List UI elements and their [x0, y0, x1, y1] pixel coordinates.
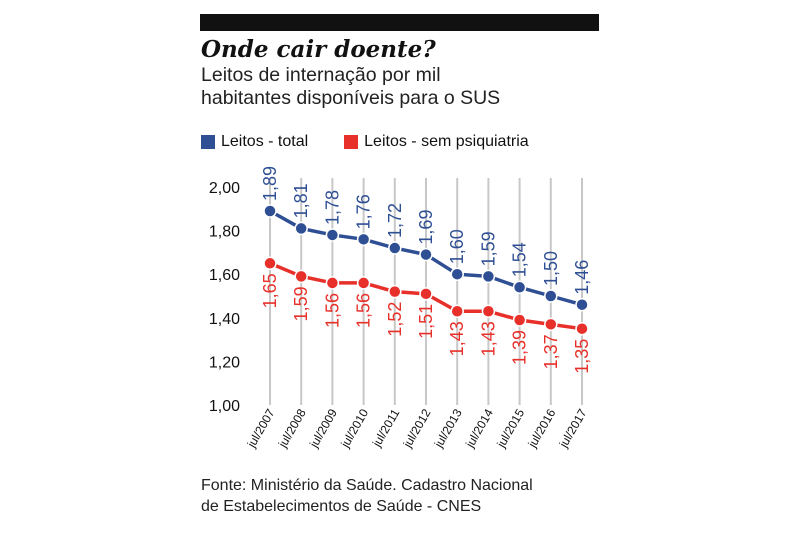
- legend-swatch-sem-psiquiatria: [344, 135, 359, 149]
- data-label: 1,52: [385, 302, 405, 337]
- data-label: 1,51: [416, 304, 436, 339]
- data-label: 1,89: [260, 166, 280, 201]
- legend-label-sem-psiquiatria: Leitos - sem psiquiatria: [364, 133, 529, 150]
- subtitle-line-1: Leitos de internação por mil: [201, 64, 441, 86]
- subtitle-line-2: habitantes disponíveis para o SUS: [201, 87, 501, 109]
- data-point: [419, 287, 433, 301]
- y-tick-label: 1,00: [209, 398, 240, 415]
- x-tick-label: jul/2016: [525, 406, 559, 451]
- data-label: 1,60: [447, 229, 467, 264]
- data-point: [450, 304, 464, 319]
- data-label: 1,59: [478, 231, 498, 266]
- y-tick-label: 1,60: [209, 267, 240, 284]
- x-tick-label: jul/2012: [400, 406, 434, 451]
- x-tick-label: jul/2008: [275, 406, 309, 451]
- data-point: [388, 284, 402, 299]
- data-label: 1,35: [572, 339, 592, 374]
- data-point: [356, 276, 371, 290]
- x-tick-label: jul/2009: [306, 406, 340, 451]
- data-point: [263, 204, 277, 218]
- data-label: 1,54: [510, 242, 530, 277]
- y-tick-label: 2,00: [209, 180, 240, 197]
- chart-subtitle: Leitos de internação por mil habitantes …: [201, 64, 621, 110]
- data-label: 1,65: [260, 273, 280, 308]
- data-point: [544, 289, 558, 303]
- data-point: [294, 269, 308, 284]
- data-point: [544, 317, 558, 332]
- x-tick-label: jul/2010: [338, 406, 372, 451]
- x-tick-label: jul/2017: [556, 406, 590, 451]
- data-point: [512, 280, 527, 295]
- data-point: [263, 256, 277, 271]
- y-tick-label: 1,80: [209, 224, 240, 241]
- data-label: 1,59: [291, 286, 311, 321]
- data-point: [356, 232, 371, 247]
- data-label: 1,46: [572, 260, 592, 295]
- data-label: 1,78: [322, 190, 342, 225]
- data-point: [325, 276, 340, 290]
- data-point: [575, 297, 589, 312]
- data-label: 1,72: [385, 203, 405, 238]
- data-point: [325, 228, 340, 242]
- data-label: 1,50: [541, 251, 561, 286]
- data-label: 1,37: [541, 334, 561, 369]
- data-label: 1,69: [416, 210, 436, 245]
- legend-label-total: Leitos - total: [221, 133, 309, 150]
- data-label: 1,56: [322, 293, 342, 328]
- legend-swatch-total: [201, 135, 215, 149]
- x-tick-label: jul/2013: [431, 406, 465, 451]
- data-label: 1,43: [478, 321, 498, 356]
- source-line-1: Fonte: Ministério da Saúde. Cadastro Nac…: [201, 477, 533, 494]
- data-point: [419, 247, 433, 262]
- source-line-2: de Estabelecimentos de Saúde - CNES: [201, 498, 482, 515]
- header-bar: [200, 14, 599, 31]
- data-label: 1,81: [291, 183, 311, 218]
- x-tick-label: jul/2015: [494, 406, 528, 451]
- chart-title: Onde cair doente?: [201, 36, 436, 63]
- data-point: [575, 321, 589, 336]
- x-tick-label: jul/2014: [462, 406, 496, 451]
- data-point: [450, 267, 464, 281]
- data-label: 1,43: [447, 321, 467, 356]
- data-label: 1,76: [354, 194, 374, 229]
- data-label: 1,39: [510, 330, 530, 365]
- data-point: [512, 313, 527, 327]
- data-point: [481, 304, 496, 319]
- y-tick-label: 1,20: [209, 354, 240, 371]
- data-point: [388, 241, 402, 255]
- data-point: [294, 221, 308, 236]
- source-note: Fonte: Ministério da Saúde. Cadastro Nac…: [201, 475, 533, 517]
- x-tick-label: jul/2011: [369, 406, 402, 450]
- data-label: 1,56: [354, 293, 374, 328]
- legend: Leitos - total Leitos - sem psiquiatria: [201, 133, 529, 151]
- y-tick-label: 1,40: [209, 311, 240, 328]
- data-point: [481, 269, 496, 284]
- x-tick-label: jul/2007: [244, 406, 278, 451]
